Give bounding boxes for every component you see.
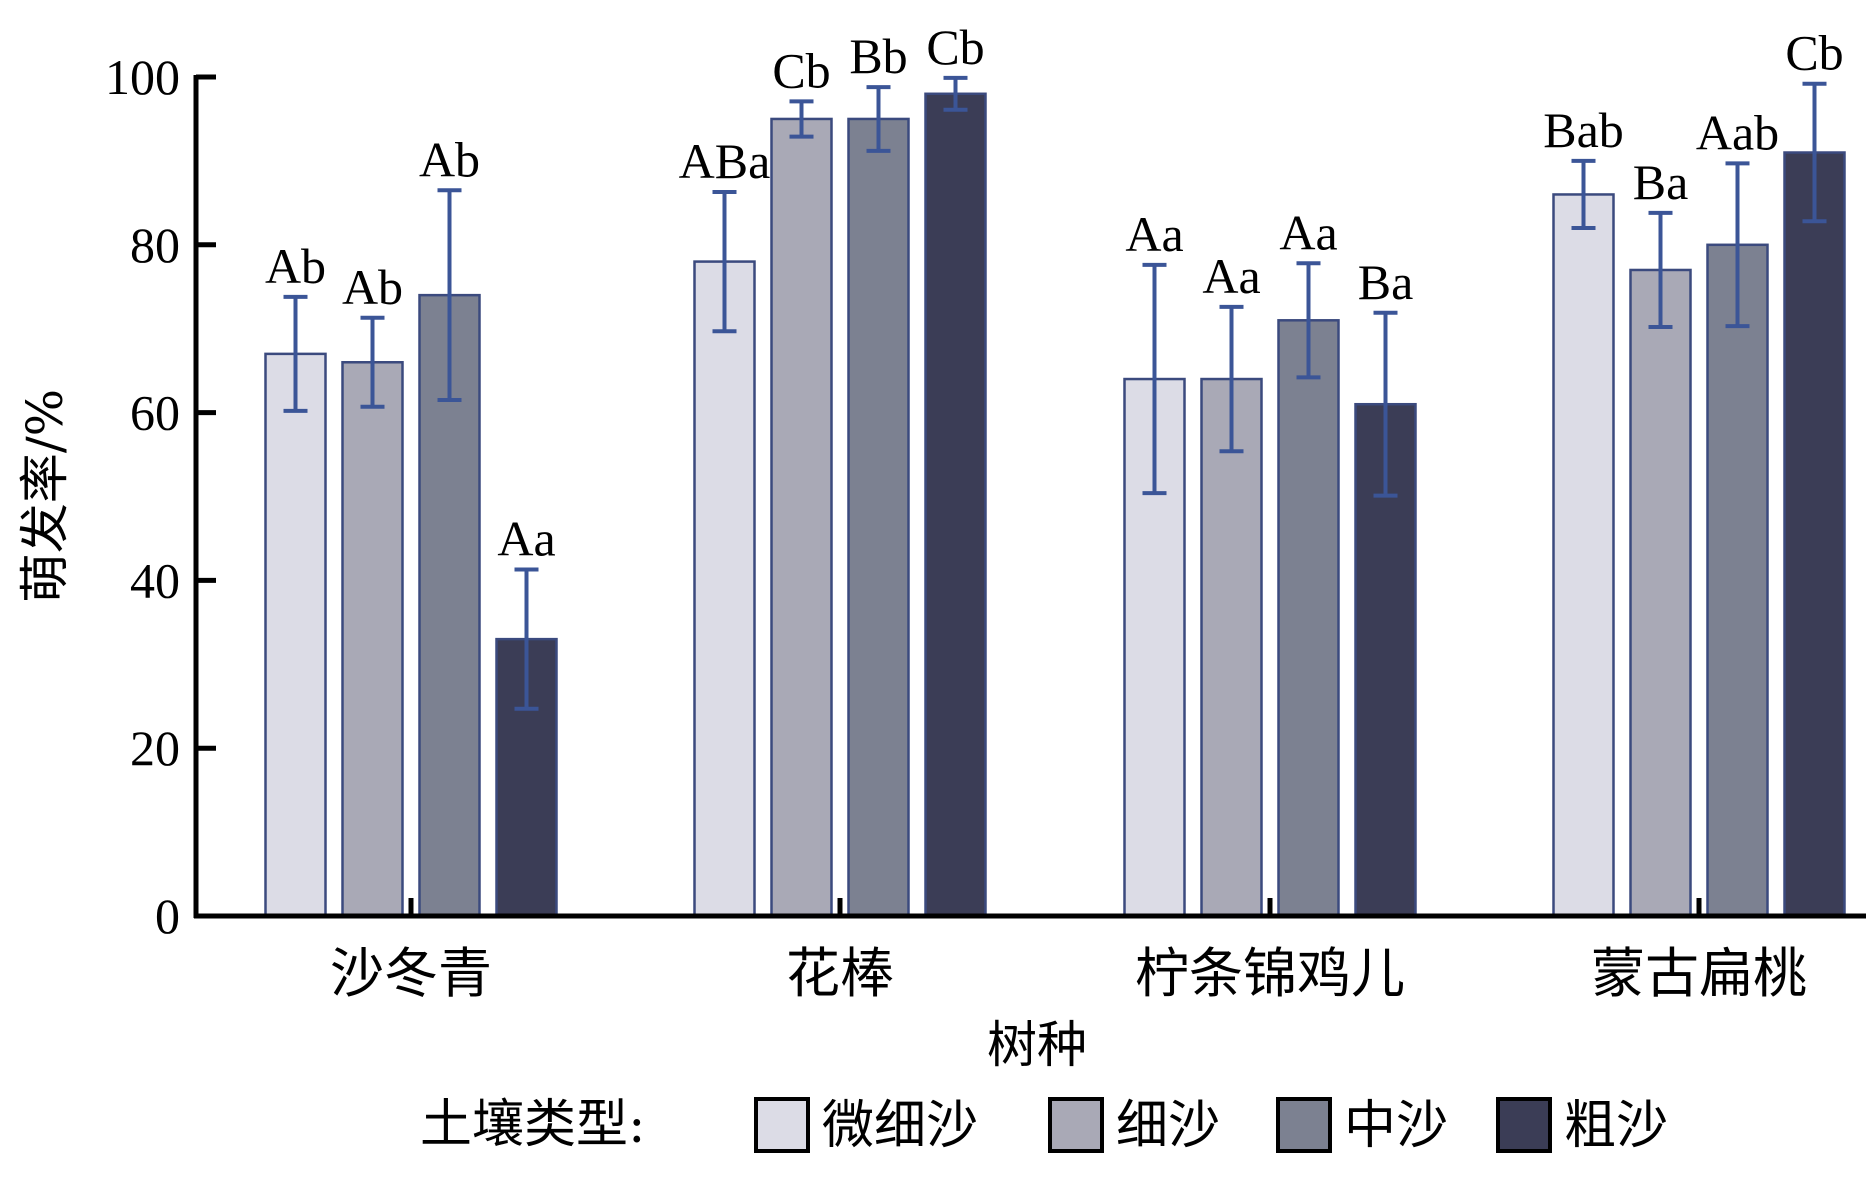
y-tick-label-80: 80 bbox=[130, 217, 180, 273]
significance-label-0-2: Ab bbox=[419, 131, 480, 187]
bar-0-1 bbox=[341, 361, 404, 918]
error-bar-0-3 bbox=[514, 567, 539, 711]
y-axis-title: 萌发率/% bbox=[16, 389, 74, 603]
legend: 土壤类型: 微细沙 细沙 中沙 粗沙 bbox=[420, 1095, 1668, 1156]
significance-label-2-0: Aa bbox=[1125, 206, 1183, 262]
y-tick-label-20: 20 bbox=[130, 720, 180, 776]
bar-3-2 bbox=[1706, 243, 1769, 918]
legend-item-1: 细沙 bbox=[1048, 1096, 1220, 1156]
significance-label-3-3: Cb bbox=[1785, 25, 1843, 81]
category-label-3: 蒙古扁桃 bbox=[1591, 942, 1807, 1005]
legend-label-3: 粗沙 bbox=[1564, 1096, 1668, 1156]
bar-3-1 bbox=[1629, 268, 1692, 918]
significance-label-3-0: Bab bbox=[1543, 102, 1624, 158]
significance-label-2-1: Aa bbox=[1202, 248, 1260, 304]
error-bar-0-0 bbox=[283, 294, 308, 413]
significance-label-1-0: ABa bbox=[679, 133, 771, 189]
error-bar-2-0 bbox=[1142, 262, 1167, 496]
category-label-2: 柠条锦鸡儿 bbox=[1135, 942, 1405, 1005]
category-label-0: 沙冬青 bbox=[330, 942, 492, 1005]
error-bar-1-0 bbox=[712, 189, 737, 334]
significance-labels: Ab ABa Aa Bab Ab Cb Aa Ba Ab Bb Aa Aab Aa Cb Ba Cb bbox=[265, 19, 1844, 567]
legend-swatch-2 bbox=[1276, 1097, 1332, 1153]
bar-1-3 bbox=[924, 92, 987, 918]
legend-swatch-3 bbox=[1496, 1097, 1552, 1153]
legend-swatch-1 bbox=[1048, 1097, 1104, 1153]
error-bar-0-2 bbox=[437, 188, 462, 403]
error-bar-2-3 bbox=[1373, 310, 1398, 498]
significance-label-1-2: Bb bbox=[849, 28, 907, 84]
y-tick-label-60: 60 bbox=[130, 385, 180, 441]
legend-title: 土壤类型: bbox=[420, 1095, 646, 1155]
legend-item-0: 微细沙 bbox=[754, 1096, 978, 1156]
errorbar-layer bbox=[283, 75, 1827, 711]
legend-swatch-0 bbox=[754, 1097, 810, 1153]
significance-label-1-1: Cb bbox=[772, 42, 830, 98]
bar-1-0 bbox=[693, 260, 756, 918]
bar-1-1 bbox=[770, 117, 833, 918]
bar-2-1 bbox=[1200, 377, 1263, 918]
legend-label-2: 中沙 bbox=[1344, 1096, 1448, 1156]
legend-item-2: 中沙 bbox=[1276, 1096, 1448, 1156]
bar-3-3 bbox=[1783, 151, 1846, 918]
significance-label-0-3: Aa bbox=[497, 510, 555, 566]
error-bar-3-1 bbox=[1648, 210, 1673, 330]
significance-label-1-3: Cb bbox=[926, 19, 984, 75]
significance-label-3-1: Ba bbox=[1633, 154, 1689, 210]
error-bar-3-2 bbox=[1725, 161, 1750, 329]
legend-label-1: 细沙 bbox=[1116, 1096, 1220, 1156]
y-tick-label-100: 100 bbox=[105, 49, 180, 105]
bars-layer bbox=[264, 92, 1846, 918]
significance-label-3-2: Aab bbox=[1696, 104, 1779, 160]
bar-2-2 bbox=[1277, 319, 1340, 918]
x-axis-title: 树种 bbox=[987, 1016, 1087, 1074]
error-bar-3-0 bbox=[1571, 158, 1596, 231]
category-label-1: 花棒 bbox=[786, 942, 894, 1005]
significance-label-0-0: Ab bbox=[265, 238, 326, 294]
y-tick-label-40: 40 bbox=[130, 552, 180, 608]
error-bar-0-1 bbox=[360, 315, 385, 409]
bar-0-0 bbox=[264, 352, 327, 918]
y-tick-label-0: 0 bbox=[155, 888, 180, 944]
error-bar-3-3 bbox=[1802, 81, 1827, 224]
bar-2-3 bbox=[1354, 402, 1417, 918]
bar-1-2 bbox=[847, 117, 910, 918]
error-bar-1-3 bbox=[943, 75, 968, 112]
significance-label-0-1: Ab bbox=[342, 259, 403, 315]
error-bar-2-1 bbox=[1219, 304, 1244, 454]
bar-3-0 bbox=[1552, 193, 1615, 918]
significance-label-2-2: Aa bbox=[1279, 204, 1337, 260]
error-bar-1-2 bbox=[866, 85, 891, 153]
legend-item-3: 粗沙 bbox=[1496, 1096, 1668, 1156]
legend-label-0: 微细沙 bbox=[822, 1096, 978, 1156]
significance-label-2-3: Ba bbox=[1358, 254, 1414, 310]
error-bar-1-1 bbox=[789, 99, 814, 139]
error-bar-2-2 bbox=[1296, 261, 1321, 380]
